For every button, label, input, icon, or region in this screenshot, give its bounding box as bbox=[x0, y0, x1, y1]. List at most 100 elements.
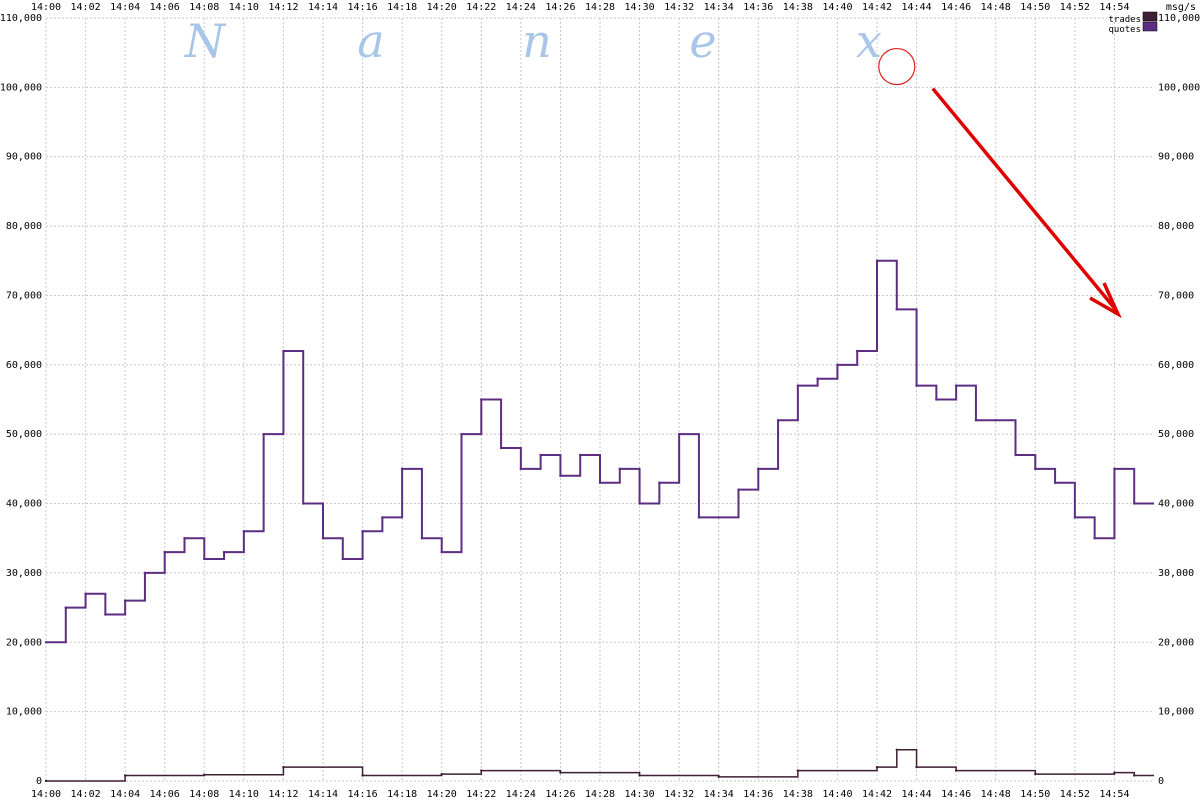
data-point-quotes bbox=[282, 349, 285, 353]
data-point-quotes bbox=[539, 453, 542, 457]
data-point-quotes bbox=[954, 384, 958, 387]
data-point-quotes bbox=[915, 384, 918, 387]
annotations bbox=[878, 47, 1122, 319]
y-tick-label-right: 90,000 bbox=[1158, 152, 1194, 163]
x-tick-label-bottom: 14:42 bbox=[862, 789, 892, 800]
x-tick-label-bottom: 14:04 bbox=[110, 789, 140, 800]
data-point-quotes bbox=[44, 641, 48, 644]
data-point-quotes bbox=[895, 308, 898, 311]
x-tick-label-top: 14:38 bbox=[783, 2, 813, 13]
data-point-quotes bbox=[123, 599, 127, 602]
watermark-letter: N bbox=[184, 14, 227, 68]
x-tick-label-bottom: 14:22 bbox=[466, 789, 496, 800]
y-tick-label-right: 80,000 bbox=[1158, 221, 1194, 232]
x-tick-label-bottom: 14:36 bbox=[743, 789, 773, 800]
data-point-quotes bbox=[836, 363, 839, 367]
x-tick-label-bottom: 14:38 bbox=[783, 789, 813, 800]
y-tick-label-left: 30,000 bbox=[6, 568, 42, 579]
x-tick-label-top: 14:28 bbox=[585, 2, 615, 13]
x-tick-label-top: 14:00 bbox=[31, 2, 61, 13]
x-tick-label-top: 14:42 bbox=[862, 2, 892, 13]
data-point-quotes bbox=[994, 419, 997, 422]
data-point-quotes bbox=[183, 537, 186, 540]
data-point-trades bbox=[717, 775, 720, 779]
x-tick-label-top: 14:18 bbox=[387, 2, 417, 13]
x-tick-label-top: 14:44 bbox=[902, 2, 932, 13]
x-tick-label-bottom: 14:00 bbox=[31, 789, 61, 800]
data-point-trades bbox=[1133, 774, 1136, 777]
x-tick-label-bottom: 14:10 bbox=[229, 789, 259, 800]
x-tick-label-bottom: 14:50 bbox=[1020, 789, 1050, 800]
data-point-trades bbox=[638, 774, 641, 777]
data-point-quotes bbox=[974, 419, 978, 422]
y-tick-label-left: 60,000 bbox=[6, 360, 42, 371]
x-tick-label-top: 14:52 bbox=[1060, 2, 1090, 13]
x-tick-label-bottom: 14:12 bbox=[268, 789, 298, 800]
x-tick-label-bottom: 14:52 bbox=[1060, 789, 1090, 800]
y-tick-label-left: 50,000 bbox=[6, 429, 42, 440]
y-tick-label-right: 70,000 bbox=[1158, 290, 1194, 301]
x-tick-label-bottom: 14:34 bbox=[704, 789, 734, 800]
data-point-quotes bbox=[1034, 467, 1037, 471]
x-tick-label-top: 14:04 bbox=[110, 2, 140, 13]
data-point-quotes bbox=[64, 606, 67, 609]
data-point-trades bbox=[875, 765, 879, 769]
data-point-quotes bbox=[262, 432, 265, 436]
x-tick-label-bottom: 14:44 bbox=[902, 789, 932, 800]
data-point-quotes bbox=[776, 419, 780, 422]
x-tick-label-top: 14:46 bbox=[941, 2, 971, 13]
legend-swatch-quotes bbox=[1142, 21, 1158, 32]
y-tick-label-right: 100,000 bbox=[1158, 82, 1200, 93]
series-line-quotes bbox=[46, 259, 1154, 644]
data-point-trades bbox=[123, 774, 127, 777]
data-point-quotes bbox=[658, 481, 661, 484]
legend-label-trades: trades bbox=[1108, 15, 1141, 25]
data-point-trades bbox=[361, 774, 364, 777]
data-point-quotes bbox=[84, 592, 87, 595]
watermark-letter: n bbox=[522, 14, 552, 68]
data-point-quotes bbox=[737, 488, 740, 491]
data-point-quotes bbox=[341, 557, 344, 561]
data-point-quotes bbox=[579, 453, 582, 457]
x-tick-label-top: 14:32 bbox=[664, 2, 694, 13]
data-point-quotes bbox=[381, 516, 384, 519]
data-point-quotes bbox=[302, 502, 305, 505]
x-tick-label-bottom: 14:06 bbox=[150, 789, 180, 800]
data-point-quotes bbox=[935, 398, 938, 401]
data-point-trades bbox=[954, 769, 958, 772]
x-tick-label-top: 14:54 bbox=[1099, 2, 1129, 13]
legend-swatch-trades bbox=[1142, 11, 1158, 22]
y-tick-label-left: 80,000 bbox=[6, 221, 42, 232]
x-tick-label-top: 14:06 bbox=[150, 2, 180, 13]
y-axis-unit-label: msg/s bbox=[1166, 2, 1196, 13]
data-point-trades bbox=[44, 779, 48, 783]
data-point-trades bbox=[440, 772, 443, 776]
x-tick-label-bottom: 14:32 bbox=[664, 789, 694, 800]
data-point-trades bbox=[1034, 772, 1037, 776]
x-tick-label-top: 14:50 bbox=[1020, 2, 1050, 13]
data-point-quotes bbox=[420, 537, 424, 540]
x-tick-label-top: 14:26 bbox=[545, 2, 575, 13]
data-point-trades bbox=[480, 769, 483, 772]
y-tick-label-right: 30,000 bbox=[1158, 568, 1194, 579]
x-tick-label-top: 14:24 bbox=[506, 2, 536, 13]
x-tick-label-bottom: 14:16 bbox=[348, 789, 378, 800]
x-tick-label-bottom: 14:24 bbox=[506, 789, 536, 800]
watermark-letter: a bbox=[357, 14, 384, 68]
data-point-quotes bbox=[321, 537, 325, 540]
x-tick-label-top: 14:40 bbox=[822, 2, 852, 13]
watermark-letter: e bbox=[689, 14, 716, 68]
data-point-quotes bbox=[519, 467, 523, 471]
data-point-trades bbox=[1113, 771, 1116, 774]
data-point-quotes bbox=[242, 530, 246, 533]
data-point-quotes bbox=[480, 398, 483, 401]
x-tick-label-bottom: 14:54 bbox=[1099, 789, 1129, 800]
series-layer bbox=[44, 259, 1154, 783]
y-tick-label-left: 100,000 bbox=[0, 82, 42, 93]
data-point-quotes bbox=[618, 467, 621, 471]
data-point-quotes bbox=[1093, 537, 1096, 540]
y-tick-label-left: 110,000 bbox=[0, 13, 42, 24]
y-tick-label-left: 0 bbox=[36, 776, 42, 787]
